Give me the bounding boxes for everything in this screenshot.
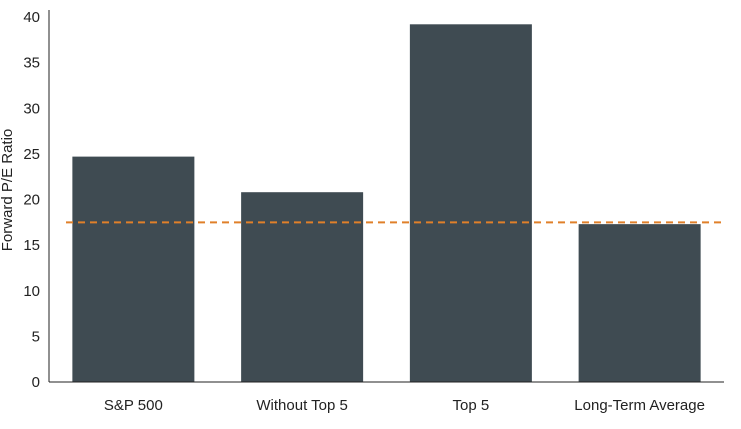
y-tick-label: 10 bbox=[23, 283, 40, 300]
y-tick-label: 5 bbox=[32, 328, 40, 345]
y-tick-label: 25 bbox=[23, 146, 40, 163]
y-tick-label: 0 bbox=[32, 374, 40, 391]
y-tick-label: 40 bbox=[23, 9, 40, 26]
bar-without-top-5 bbox=[241, 192, 364, 382]
y-axis-title: Forward P/E Ratio bbox=[0, 129, 16, 252]
y-axis-ticks: 0 5 10 15 20 25 30 35 40 bbox=[23, 9, 40, 391]
bar-top-5 bbox=[409, 24, 532, 383]
x-category-label: Without Top 5 bbox=[256, 397, 347, 414]
x-category-label: Long-Term Average bbox=[574, 397, 705, 414]
x-axis-labels: S&P 500 Without Top 5 Top 5 Long-Term Avera… bbox=[104, 397, 705, 414]
bar-long-term-average bbox=[578, 224, 701, 382]
y-tick-label: 35 bbox=[23, 55, 40, 72]
y-tick-label: 30 bbox=[23, 100, 40, 117]
x-category-label: S&P 500 bbox=[104, 397, 163, 414]
y-tick-label: 15 bbox=[23, 237, 40, 254]
x-category-label: Top 5 bbox=[453, 397, 490, 414]
bars bbox=[72, 24, 701, 383]
y-tick-label: 20 bbox=[23, 192, 40, 209]
bar-s-p-500 bbox=[72, 156, 195, 382]
